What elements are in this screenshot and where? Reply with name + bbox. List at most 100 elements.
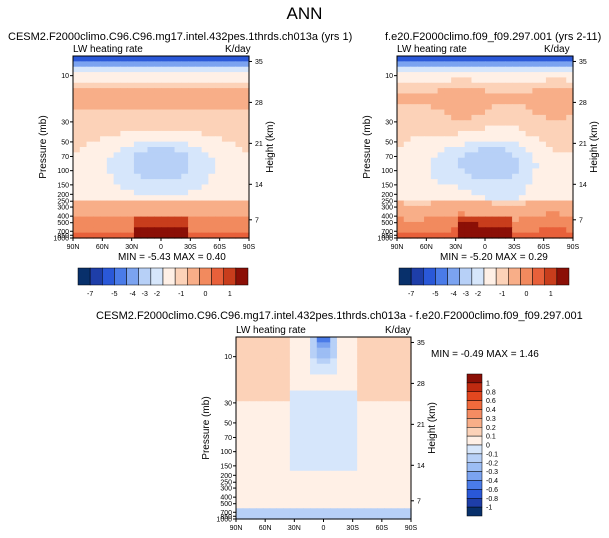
heatmap-cell	[566, 77, 574, 84]
heatmap-cell	[276, 358, 284, 365]
heatmap-cell	[262, 337, 271, 343]
heatmap-cell	[181, 163, 189, 170]
heatmap-cell	[161, 109, 169, 116]
heatmap-cell	[485, 152, 493, 159]
heatmap-cell	[276, 401, 284, 408]
heatmap-cell	[512, 195, 520, 202]
heatmap-cell	[397, 141, 405, 148]
heatmap-cell	[276, 497, 284, 504]
heatmap-cell	[403, 200, 412, 207]
heatmap-cell	[457, 120, 466, 127]
heatmap-cell	[539, 184, 547, 191]
heatmap-cell	[79, 104, 88, 111]
heatmap-cell	[430, 200, 439, 207]
heatmap-cell	[147, 216, 155, 223]
heatmap-cell	[236, 465, 244, 472]
heatmap-cell	[100, 163, 108, 170]
heatmap-cell	[201, 61, 209, 68]
heatmap-cell	[269, 422, 277, 429]
heatmap-cell	[478, 120, 486, 127]
heatmap-cell	[235, 173, 243, 180]
heatmap-cell	[471, 173, 479, 180]
heatmap-cell	[498, 141, 506, 148]
heatmap-cell	[249, 465, 257, 472]
heatmap-cell	[424, 104, 432, 111]
heatmap-cell	[161, 104, 169, 111]
heatmap-cell	[194, 179, 203, 186]
colorbar-swatch	[483, 267, 497, 286]
heatmap-cell	[525, 189, 533, 196]
heatmap-cell	[228, 184, 237, 191]
heatmap-cell	[120, 125, 128, 132]
heatmap-cell	[384, 363, 392, 370]
heatmap-cell	[343, 417, 352, 424]
heatmap-cell	[505, 232, 513, 239]
heatmap-cell	[532, 168, 540, 175]
heatmap-cell	[269, 411, 277, 418]
heatmap-cell	[525, 211, 533, 218]
heatmap-cell	[444, 221, 452, 228]
heatmap-cell	[512, 173, 520, 180]
heatmap-cell	[525, 184, 533, 191]
heatmap-cell	[417, 232, 425, 239]
heatmap-cell	[397, 173, 405, 180]
heatmap-cell	[518, 88, 527, 95]
heatmap-cell	[106, 88, 115, 95]
heatmap-cell	[397, 486, 405, 493]
heatmap-cell	[498, 157, 506, 164]
heatmap-cell	[410, 104, 418, 111]
heatmap-cell	[242, 438, 251, 445]
heatmap-cell	[336, 358, 345, 365]
heatmap-cell	[518, 93, 527, 100]
heatmap-cell	[276, 438, 284, 445]
heatmap-cell	[343, 369, 352, 376]
heatmap-cell	[236, 395, 244, 402]
heatmap-cell	[303, 353, 311, 360]
heatmap-cell	[464, 227, 473, 234]
heatmap-cell	[485, 157, 493, 164]
heatmap-cell	[127, 130, 135, 137]
panel1-stats: MIN = -5.43 MAX = 0.40	[118, 252, 226, 263]
heatmap-cell	[242, 125, 250, 132]
heatmap-cell	[256, 481, 264, 488]
heatmap-cell	[283, 417, 291, 424]
heatmap-cell	[201, 93, 209, 100]
heatmap-cell	[100, 221, 108, 228]
heatmap-cell	[215, 88, 223, 95]
colorbar-label: 0	[486, 443, 490, 450]
heatmap-cell	[100, 130, 108, 137]
heatmap-cell	[242, 390, 251, 397]
colorbar-swatch	[89, 267, 103, 286]
heatmap-cell	[512, 98, 520, 105]
heatmap-cell	[100, 136, 108, 143]
heatmap-cell	[350, 411, 358, 418]
heatmap-cell	[303, 476, 311, 483]
heatmap-cell	[256, 470, 264, 477]
heatmap-cell	[316, 481, 325, 488]
heatmap-cell	[539, 120, 547, 127]
heatmap-cell	[93, 56, 101, 62]
heatmap-cell	[336, 406, 345, 413]
heatmap-cell	[188, 56, 196, 62]
heatmap-cell	[120, 66, 128, 73]
heatmap-cell	[485, 77, 493, 84]
heatmap-cell	[336, 337, 345, 343]
heatmap-cell	[343, 497, 352, 504]
heatmap-cell	[532, 195, 540, 202]
heatmap-cell	[444, 93, 452, 100]
heatmap-cell	[397, 444, 405, 451]
heatmap-cell	[276, 369, 284, 376]
heatmap-cell	[235, 125, 243, 132]
heatmap-cell	[256, 492, 264, 499]
heatmap-cell	[208, 216, 216, 223]
heatmap-cell	[276, 465, 284, 472]
heatmap-cell	[404, 476, 412, 483]
heatmap-cell	[437, 82, 445, 89]
heatmap-cell	[208, 66, 216, 73]
y-tick-label: 400	[57, 214, 69, 221]
heatmap-cell	[336, 438, 345, 445]
heatmap-cell	[464, 184, 473, 191]
heatmap-cell	[262, 454, 271, 461]
heatmap-cell	[269, 417, 277, 424]
heatmap-cell	[242, 513, 251, 520]
